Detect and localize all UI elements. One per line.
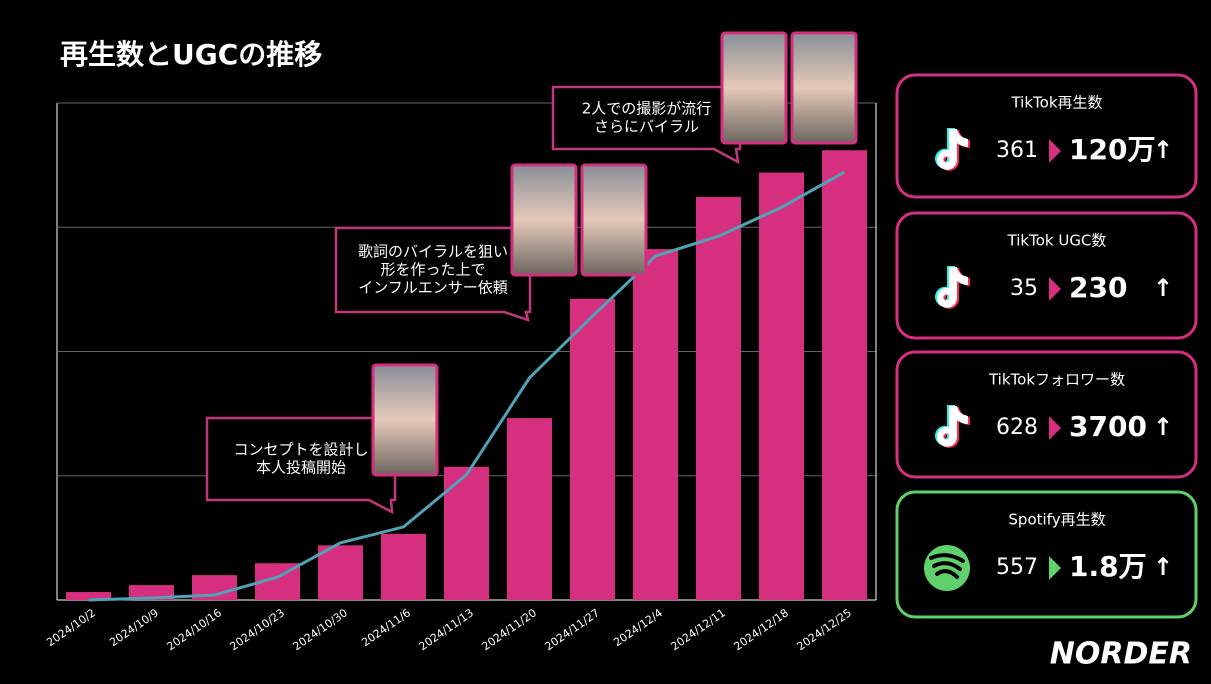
- bar: [570, 299, 615, 600]
- x-tick-label: 2024/11/6: [359, 606, 413, 649]
- to-value: 3700: [1069, 410, 1147, 443]
- up-arrow: ↑: [1153, 274, 1173, 302]
- x-tick-label: 2024/10/16: [165, 606, 224, 653]
- callout-text: 本人投稿開始: [256, 459, 346, 477]
- photo: [722, 33, 786, 143]
- bar: [696, 197, 741, 600]
- bar: [633, 249, 678, 600]
- bar: [759, 173, 804, 600]
- photo: [512, 165, 576, 275]
- x-tick-label: 2024/10/9: [107, 606, 161, 649]
- callout-text: 歌詞のバイラルを狙い: [358, 243, 508, 261]
- from-value: 557: [996, 555, 1038, 580]
- callout-text: コンセプトを設計し: [233, 441, 368, 459]
- callout-text: 2人での撮影が流行: [582, 100, 712, 118]
- card-title: TikTok UGC数: [1007, 232, 1107, 250]
- x-tick-label: 2024/10/2: [44, 606, 98, 649]
- x-tick-label: 2024/12/4: [611, 606, 665, 649]
- up-arrow: ↑: [1153, 136, 1173, 164]
- bar: [507, 418, 552, 600]
- spotify-icon: [924, 545, 970, 591]
- from-value: 628: [996, 415, 1038, 440]
- x-tick-label: 2024/11/27: [543, 606, 602, 653]
- callout-text: 形を作った上で: [380, 261, 485, 279]
- bar: [381, 534, 426, 600]
- x-tick-label: 2024/11/20: [480, 606, 539, 653]
- slide-title: 再生数とUGCの推移: [60, 38, 322, 71]
- callout-text: さらにバイラル: [594, 118, 699, 136]
- callout-text: インフルエンサー依頼: [358, 279, 508, 297]
- x-tick-label: 2024/10/23: [228, 606, 287, 653]
- card-title: TikTokフォロワー数: [988, 371, 1125, 389]
- card-title: TikTok再生数: [1010, 94, 1102, 112]
- photo: [792, 33, 856, 143]
- to-value: 230: [1069, 271, 1127, 304]
- to-value: 1.8万: [1069, 550, 1147, 583]
- slide: 再生数とUGCの推移 NORDER 2024/10/22024/10/92024…: [0, 0, 1211, 684]
- from-value: 35: [1010, 276, 1038, 301]
- bar: [822, 150, 867, 600]
- card-title: Spotify再生数: [1008, 511, 1105, 529]
- from-value: 361: [996, 138, 1038, 163]
- x-tick-label: 2024/10/30: [291, 606, 350, 653]
- x-tick-label: 2024/12/18: [732, 606, 791, 653]
- x-tick-label: 2024/11/13: [417, 606, 476, 653]
- page: {"title": "再生数とUGCの推移", "chart_data": {"…: [0, 0, 1211, 684]
- up-arrow: ↑: [1153, 413, 1173, 441]
- bar: [318, 545, 363, 600]
- x-tick-label: 2024/12/11: [669, 606, 728, 653]
- photo: [373, 365, 437, 475]
- x-tick-label: 2024/12/25: [795, 606, 854, 653]
- photo: [582, 165, 646, 275]
- to-value: 120万: [1069, 133, 1155, 166]
- up-arrow: ↑: [1153, 553, 1173, 581]
- logo: NORDER: [1050, 637, 1192, 672]
